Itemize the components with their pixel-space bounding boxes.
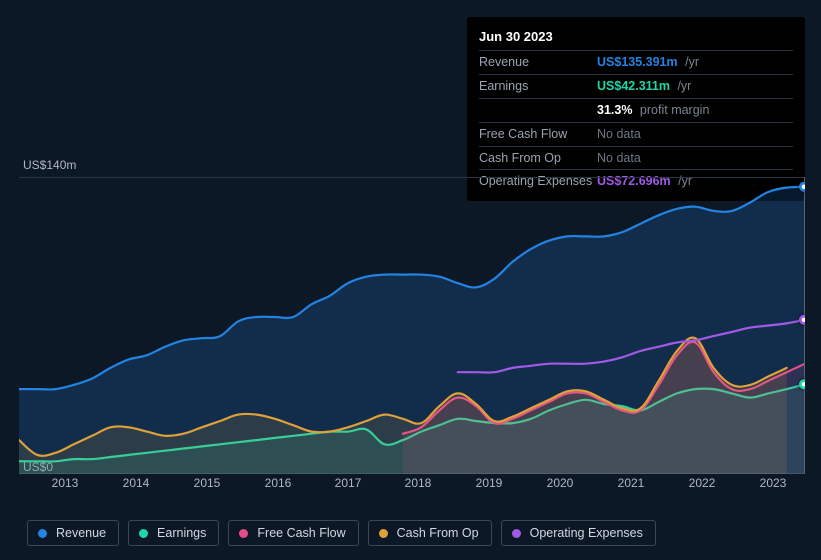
legend-label: Earnings: [157, 526, 206, 540]
x-axis-label: 2017: [335, 476, 362, 490]
legend-dot-icon: [512, 529, 521, 538]
x-axis-label: 2018: [405, 476, 432, 490]
x-axis-label: 2016: [265, 476, 292, 490]
tooltip-row-nodata: No data: [597, 126, 641, 143]
tooltip-row-value: 31.3% profit margin: [597, 102, 709, 119]
tooltip-row-nodata: No data: [597, 150, 641, 167]
tooltip-row-value: US$135.391m /yr: [597, 54, 699, 71]
tooltip-row-label: [479, 102, 597, 119]
x-axis-label: 2013: [52, 476, 79, 490]
legend-toggle-earnings[interactable]: Earnings: [128, 520, 219, 546]
tooltip-date: Jun 30 2023: [479, 25, 793, 51]
x-axis-label: 2021: [618, 476, 645, 490]
x-axis-label: 2020: [547, 476, 574, 490]
tooltip-row-label: Earnings: [479, 78, 597, 95]
chart-plot[interactable]: [19, 177, 805, 474]
x-axis-label: 2023: [760, 476, 787, 490]
tooltip-row: RevenueUS$135.391m /yr: [479, 51, 793, 75]
tooltip-row: EarningsUS$42.311m /yr: [479, 75, 793, 99]
tooltip-row: Cash From OpNo data: [479, 147, 793, 171]
tooltip-panel: Jun 30 2023 RevenueUS$135.391m /yrEarnin…: [467, 17, 805, 201]
legend-toggle-opex[interactable]: Operating Expenses: [501, 520, 656, 546]
legend-label: Cash From Op: [397, 526, 479, 540]
y-axis-top-label: US$140m: [23, 158, 76, 172]
x-axis-label: 2015: [194, 476, 221, 490]
legend-dot-icon: [139, 529, 148, 538]
legend-toggle-revenue[interactable]: Revenue: [27, 520, 119, 546]
legend-dot-icon: [38, 529, 47, 538]
legend-label: Free Cash Flow: [257, 526, 345, 540]
legend-dot-icon: [379, 529, 388, 538]
legend-label: Operating Expenses: [530, 526, 643, 540]
tooltip-row-label: Free Cash Flow: [479, 126, 597, 143]
tooltip-row: 31.3% profit margin: [479, 99, 793, 123]
tooltip-row-label: Revenue: [479, 54, 597, 71]
x-axis-label: 2014: [123, 476, 150, 490]
legend-toggle-cfo[interactable]: Cash From Op: [368, 520, 492, 546]
legend-label: Revenue: [56, 526, 106, 540]
tooltip-row-label: Cash From Op: [479, 150, 597, 167]
tooltip-row: Free Cash FlowNo data: [479, 123, 793, 147]
legend: Revenue Earnings Free Cash Flow Cash From O…: [27, 520, 656, 546]
x-axis-label: 2019: [476, 476, 503, 490]
x-axis-label: 2022: [689, 476, 716, 490]
tooltip-row-value: US$42.311m /yr: [597, 78, 691, 95]
legend-dot-icon: [239, 529, 248, 538]
legend-toggle-fcf[interactable]: Free Cash Flow: [228, 520, 358, 546]
